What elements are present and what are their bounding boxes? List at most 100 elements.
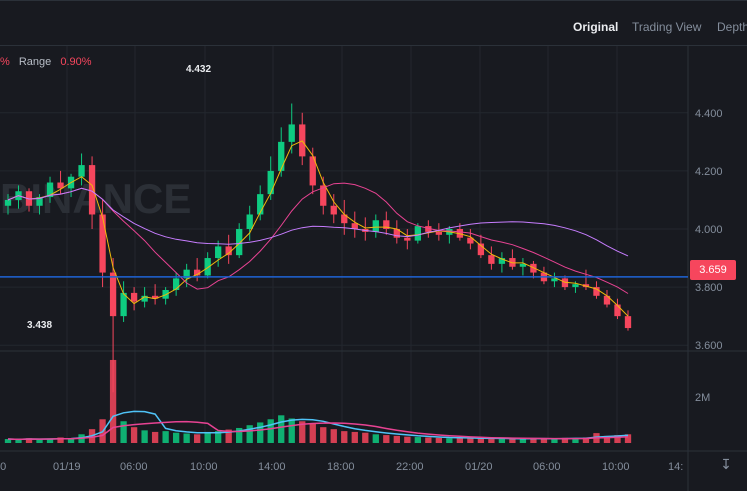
candle-body: [404, 237, 411, 241]
candle-body: [215, 246, 222, 259]
tab-depth[interactable]: Depth: [717, 20, 747, 34]
ma99-line: [7, 187, 629, 257]
range-value: 0.90%: [60, 56, 92, 68]
candle-body: [109, 272, 117, 317]
volume-bar: [225, 429, 232, 443]
volume-bar: [383, 435, 390, 443]
volume-bar: [4, 439, 12, 443]
candle-body: [383, 220, 390, 229]
volume-bar: [393, 435, 400, 443]
candle-body: [194, 269, 201, 276]
candle-body: [78, 165, 85, 177]
volume-bar: [456, 437, 464, 443]
volume-bar: [320, 427, 327, 443]
volume-bar: [162, 431, 169, 443]
candle-body: [467, 237, 474, 244]
expand-icon[interactable]: ↧: [720, 456, 732, 472]
volume-bar: [267, 419, 274, 443]
volume-ma-long-line: [7, 420, 629, 441]
candle-body: [330, 205, 337, 215]
volume-bar: [204, 431, 211, 443]
volume-bar: [467, 438, 474, 443]
volume-bar: [582, 437, 590, 443]
volume-bar: [299, 421, 306, 443]
candle-body: [593, 287, 600, 296]
time-tick: 01/20: [465, 461, 493, 473]
volume-bar: [572, 438, 579, 443]
price-tick: 3.600: [695, 340, 723, 352]
volume-bar: [236, 427, 243, 443]
candle-body: [341, 214, 348, 224]
volume-bar: [130, 427, 138, 443]
volume-bar: [36, 439, 43, 443]
candle-body: [88, 165, 96, 215]
candle-body: [4, 199, 12, 206]
candle-body: [183, 269, 190, 279]
volume-bar: [414, 437, 421, 443]
low-annotation: 3.438: [27, 320, 53, 331]
candles: [4, 103, 632, 393]
chart-toolbar: Original Trading View Depth: [0, 0, 747, 46]
volume-bar: [257, 422, 264, 443]
volume-bar: [603, 435, 611, 443]
volume-bar: [425, 437, 432, 443]
volume-bar: [172, 432, 180, 443]
candle-body: [172, 278, 180, 290]
volume-bar: [540, 438, 548, 443]
volume-bar: [561, 437, 569, 443]
price-axis: 4.400 4.200 4.000 3.800 3.600: [695, 108, 723, 352]
candle-body: [204, 258, 211, 276]
time-tick: 00: [0, 461, 6, 473]
price-tick: 3.800: [695, 282, 723, 294]
volume-bar: [519, 439, 527, 443]
candle-body: [288, 124, 295, 142]
range-label: Range: [18, 56, 52, 68]
time-tick: 01/19: [53, 461, 81, 473]
volume-bar: [477, 438, 485, 443]
candle-body: [372, 220, 379, 232]
volume-bar: [46, 438, 54, 443]
candle-body: [435, 231, 442, 235]
tab-trading-view[interactable]: Trading View: [632, 20, 702, 34]
volume-bar: [215, 431, 222, 443]
candle-body: [488, 255, 495, 264]
tab-original[interactable]: Original: [573, 20, 619, 34]
volume-bar: [57, 437, 64, 443]
volume-tick: 2M: [695, 392, 710, 404]
volume-bar: [67, 439, 75, 443]
candle-body: [120, 292, 127, 317]
volume-bar: [141, 430, 148, 443]
volume-bar: [341, 431, 348, 443]
current-price-tag: 3.659: [690, 260, 736, 280]
candle-body: [141, 295, 148, 302]
volume-bar: [435, 437, 442, 443]
volume-bar: [288, 418, 295, 443]
candle-body: [351, 223, 358, 229]
candle-body: [267, 170, 274, 195]
time-tick: 22:00: [396, 461, 424, 473]
candle-body: [498, 258, 506, 264]
ma7-line: [7, 140, 629, 317]
volume-bar: [551, 439, 558, 443]
volume-bar: [488, 439, 495, 443]
candle-body: [320, 185, 327, 206]
volume-bar: [109, 359, 117, 443]
volume-axis: 2M: [695, 392, 710, 404]
volume-bar: [246, 425, 253, 443]
volume-bars: [4, 359, 632, 443]
time-tick: 06:00: [120, 461, 148, 473]
candle-body: [225, 246, 232, 256]
volume-bar: [498, 438, 506, 443]
price-tick: 4.000: [695, 224, 723, 236]
volume-bar: [194, 434, 201, 443]
candle-body: [309, 156, 316, 186]
candle-body: [603, 295, 611, 305]
volume-bar: [404, 436, 411, 443]
candle-body: [572, 284, 579, 288]
volume-bar: [120, 421, 127, 443]
candle-body: [236, 229, 243, 256]
candle-body: [551, 278, 558, 282]
price-tick: 4.200: [695, 166, 723, 178]
volume-bar: [183, 433, 190, 443]
